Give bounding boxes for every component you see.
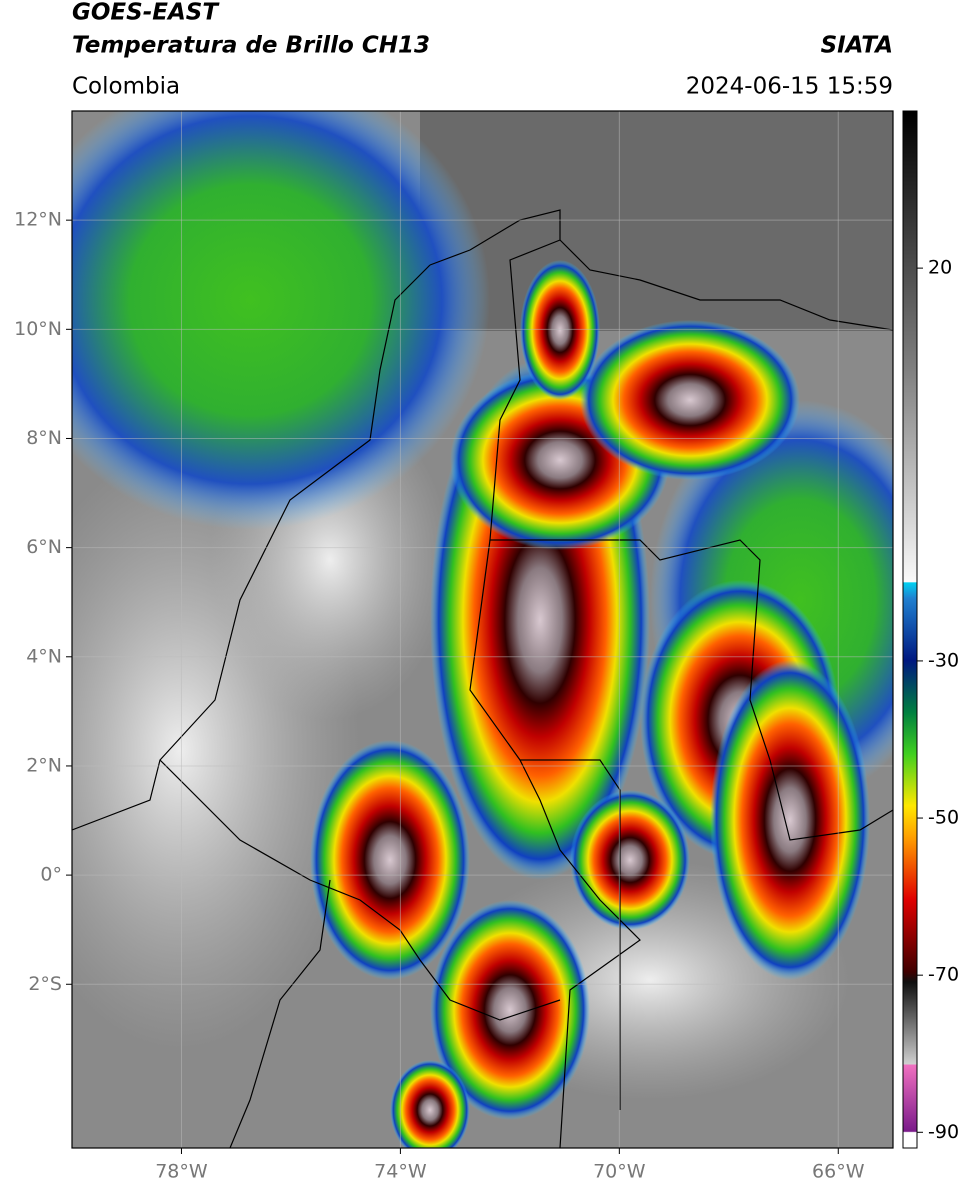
colorbar-tick-label: -70 [928, 964, 959, 986]
borders [72, 209, 893, 1148]
x-tick-label: 78°W [155, 1161, 208, 1183]
y-tick-label: 0° [40, 864, 62, 886]
y-tick-label: 4°N [26, 645, 62, 667]
y-tick-label: 8°N [26, 427, 62, 449]
grid [72, 111, 893, 1148]
cloud-band [72, 111, 490, 530]
colorbar-tick-label: -30 [928, 649, 959, 671]
y-tick-label: 10°N [14, 318, 62, 340]
y-tick-label: 2°S [28, 973, 62, 995]
y-tick-label: 6°N [26, 536, 62, 558]
satellite: GOES-EAST [72, 0, 220, 26]
datetime: 2024-06-15 15:59 [686, 74, 893, 100]
colorbar [902, 110, 918, 1149]
x-tick-label: 74°W [374, 1161, 427, 1183]
storm [570, 790, 690, 930]
storm [390, 1060, 470, 1148]
storm [710, 660, 870, 980]
map-frame [71, 110, 894, 1149]
storm [520, 260, 600, 400]
colorbar-tick-label: -90 [928, 1121, 959, 1143]
product: Temperatura de Brillo CH13 [72, 33, 430, 59]
colorbar-tick-label: 20 [928, 257, 952, 279]
y-tick-label: 12°N [14, 209, 62, 231]
colorbar-tick-label: -50 [928, 807, 959, 829]
sea-area [420, 111, 893, 331]
source: SIATA [821, 33, 893, 59]
x-tick-label: 70°W [593, 1161, 646, 1183]
x-tick-label: 66°W [812, 1161, 865, 1183]
satellite-image [72, 111, 893, 1148]
y-tick-label: 2°N [26, 754, 62, 776]
storm [310, 740, 470, 980]
region: Colombia [72, 74, 180, 100]
storm [430, 900, 590, 1120]
storm [580, 320, 800, 480]
